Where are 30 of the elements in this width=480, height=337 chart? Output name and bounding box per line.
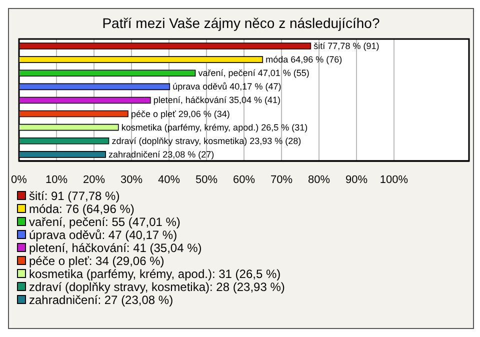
text: zahradničení: 27 (23,08 %) [29,292,174,306]
text: úprava oděvů: 47 (40,17 %) [29,228,178,242]
text: pletení, háčkování: 41 (35,04 %) [29,240,202,254]
data-label: zdraví (doplňky stravy, kosmetika) 23,93 % (28) [112,136,302,146]
x-tick-label: 60% [232,174,256,186]
x-tick-label: 80% [308,174,330,186]
x-tick-label: 10% [45,174,68,186]
text: zdraví (doplňky stravy, kosmetika): 28 (23,93 %) [29,280,285,294]
x-tick-label: 0% [11,174,28,186]
data-label: pletení, háčkování 35,04 % (41) [153,95,280,106]
x-tick-label: 90% [345,174,368,186]
text: kosmetika (parfémy, krémy, apod.): 31 (26,5 %) [29,266,281,280]
chart-title: Patří mezi Vaše zájmy něco z následujícího? [101,15,381,33]
text: móda: 76 (64,96 %) [29,202,134,216]
x-tick-label: 100% [380,174,408,186]
x-tick-label: 20% [82,174,106,186]
data-label: péče o pleť 29,06 % (34) [130,108,230,119]
x-tick-label: 30% [120,174,143,186]
text: šití: 91 (77,78 %) [29,188,120,202]
data-label: móda 64,96 % (76) [266,54,342,65]
data-label: šití 77,78 % (91) [314,41,380,51]
data-label: vaření, pečení 47,01 % (55) [198,68,310,78]
text: péče o pleť: 34 (29,06 %) [29,254,164,268]
x-tick-label: 40% [158,174,180,186]
x-tick-label: 70% [270,174,293,186]
data-label: zahradničení 23,08 % (27) [108,149,214,160]
data-label: kosmetika (parfémy, krémy, apod.) 26,5 % (31) [121,122,308,132]
data-label: úprava oděvů 40,17 % (47) [172,82,282,92]
text: vaření, pečení: 55 (47,01 %) [29,214,180,228]
x-tick-label: 50% [195,174,218,186]
